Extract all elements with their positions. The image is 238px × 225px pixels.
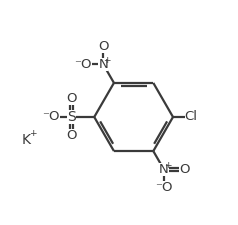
Text: ⁻O: ⁻O: [42, 110, 60, 124]
Text: O: O: [66, 92, 77, 105]
Text: O: O: [98, 40, 109, 53]
Text: +: +: [103, 56, 111, 65]
Text: S: S: [67, 110, 76, 124]
Text: ⁻O: ⁻O: [74, 58, 92, 71]
Text: Cl: Cl: [184, 110, 198, 124]
Text: K: K: [21, 133, 30, 146]
Text: O: O: [179, 163, 190, 176]
Text: +: +: [164, 161, 172, 170]
Text: +: +: [29, 129, 36, 138]
Text: O: O: [66, 129, 77, 142]
Text: N: N: [159, 163, 169, 176]
Text: ⁻O: ⁻O: [155, 181, 173, 194]
Text: N: N: [98, 58, 108, 71]
